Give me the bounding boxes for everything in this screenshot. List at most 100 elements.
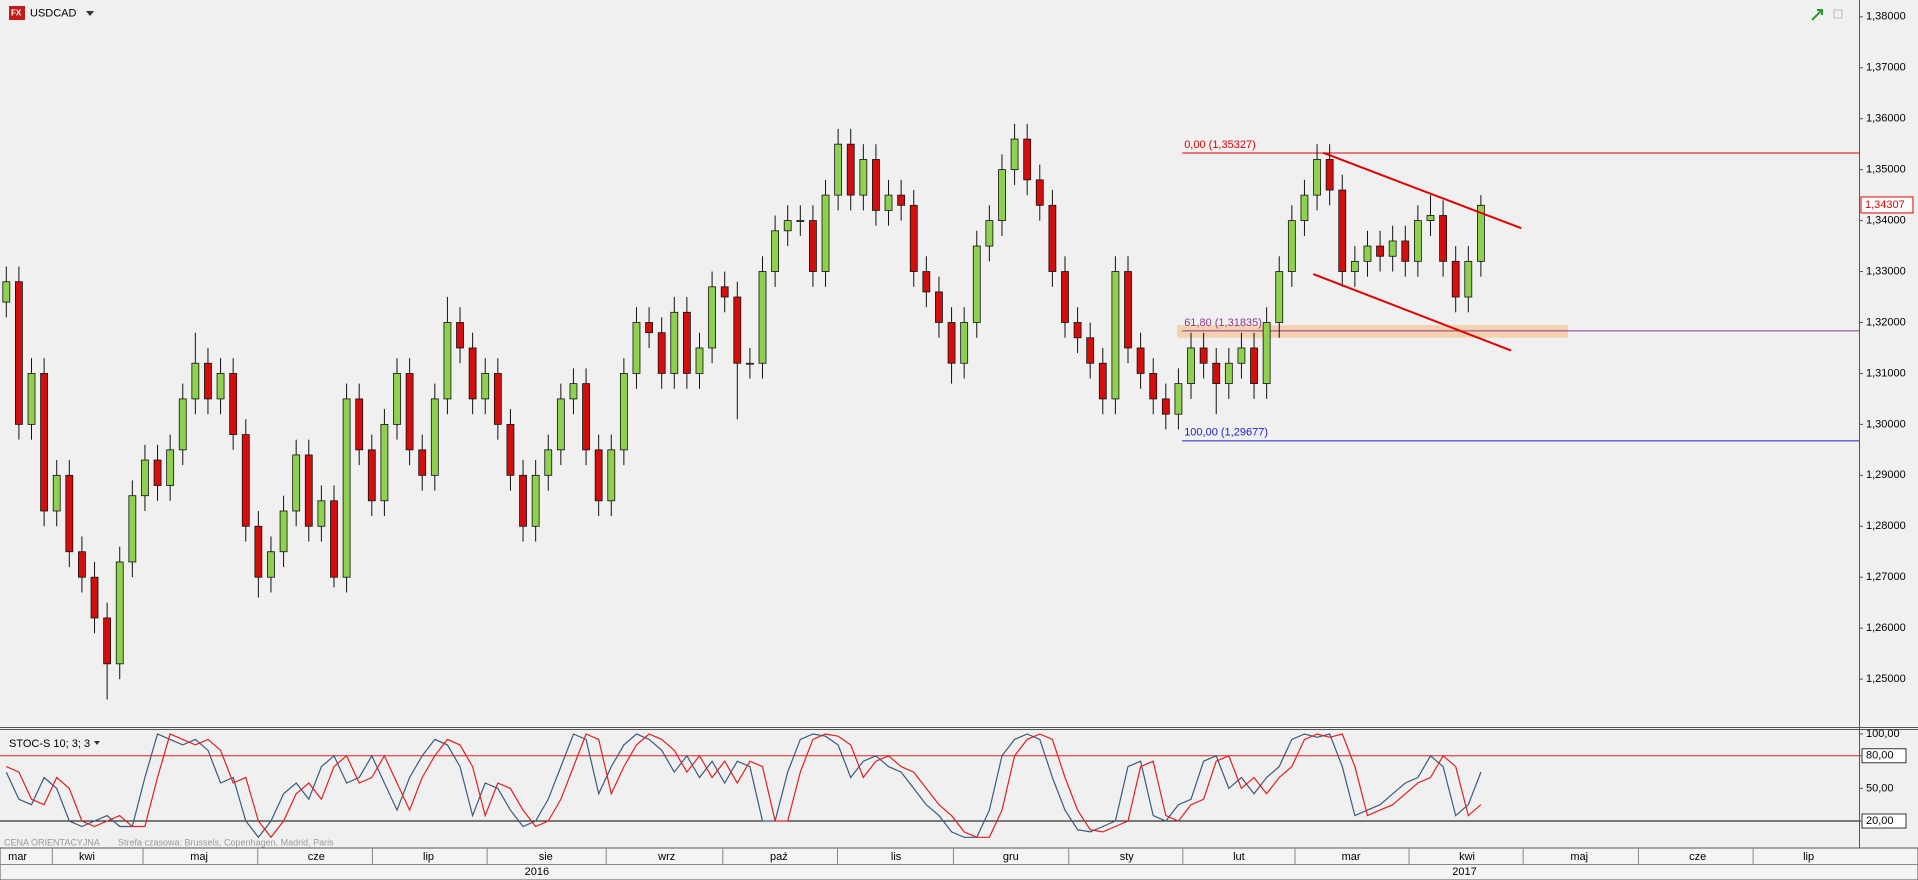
candle-body: [103, 617, 112, 665]
candle-body: [1325, 159, 1334, 191]
candle-body: [897, 194, 906, 206]
candle-body: [594, 449, 603, 502]
candle-body: [40, 373, 49, 512]
candle-body: [1338, 189, 1347, 272]
candle-body: [771, 230, 780, 272]
candle-body: [1187, 347, 1195, 385]
fib-label: 100,00 (1,29677): [1184, 427, 1268, 439]
candle-body: [935, 291, 943, 323]
fib-label: 61,80 (1,31835): [1184, 317, 1262, 329]
candle-body: [960, 322, 969, 364]
candle-body: [607, 449, 616, 502]
year-label: 2017: [1452, 866, 1476, 878]
candle-body: [909, 204, 918, 272]
x-tick-label: wrz: [657, 851, 675, 863]
y-tick-label: 100,00: [1866, 728, 1900, 740]
candle-body: [52, 474, 61, 512]
candle-body: [1023, 138, 1032, 181]
candle-body: [1275, 271, 1284, 323]
indicator-dropdown[interactable]: [94, 741, 100, 745]
candle-body: [128, 495, 137, 563]
candle-body: [544, 449, 553, 476]
candle-body: [65, 474, 74, 553]
candle-body: [569, 383, 578, 400]
indicator-title[interactable]: STOC-S 10; 3; 3: [9, 738, 90, 750]
last-price-box: [1860, 196, 1914, 214]
symbol-dropdown[interactable]: [86, 11, 94, 16]
x-tick-label: sty: [1120, 851, 1135, 863]
candle-body: [619, 373, 628, 451]
candle-body: [556, 398, 565, 451]
candle-body: [758, 271, 767, 364]
candle-body: [1161, 398, 1170, 415]
y-tick-label: 1,34000: [1866, 215, 1906, 227]
candle-body: [1300, 194, 1309, 221]
candle-body: [418, 449, 427, 476]
candle-body: [1048, 204, 1057, 272]
candle-body: [1250, 347, 1258, 385]
candle-body: [292, 454, 301, 512]
candle-body: [1313, 159, 1321, 196]
candle-body: [1451, 260, 1460, 298]
trend-icon[interactable]: [1811, 9, 1823, 21]
candle-body: [1124, 271, 1132, 349]
candle-body: [481, 373, 490, 400]
candle-body: [191, 362, 200, 400]
candle-body: [443, 322, 452, 400]
candle-body: [1224, 362, 1233, 385]
candle-body: [405, 373, 414, 451]
candle-body: [204, 362, 212, 400]
y-tick-label: 1,30000: [1866, 418, 1906, 430]
candle-body: [1426, 215, 1435, 221]
candle-body: [115, 561, 124, 665]
y-tick-label: 1,27000: [1866, 571, 1906, 583]
candle-body: [1111, 271, 1120, 400]
candle-body: [78, 551, 86, 578]
level-box: [1861, 748, 1907, 764]
candle-body: [166, 449, 175, 486]
y-tick-label: 1,33000: [1866, 265, 1906, 277]
candle-body: [1401, 240, 1410, 262]
candle-body: [657, 332, 666, 374]
candle-body: [1464, 260, 1473, 298]
y-tick-label: 1,31000: [1866, 367, 1906, 379]
candle-body: [393, 373, 401, 425]
x-tick-label: sie: [539, 851, 553, 863]
candle-body: [1098, 362, 1107, 400]
window-icon[interactable]: [1833, 9, 1843, 19]
footer-note: CENA ORIENTACYJNA: [4, 837, 100, 847]
fib-label: 0,00 (1,35327): [1184, 139, 1256, 151]
candle-body: [430, 398, 439, 476]
y-tick-label: 1,38000: [1866, 11, 1906, 23]
candle-body: [1073, 322, 1082, 339]
candle-body: [922, 271, 931, 293]
candle-body: [1363, 245, 1372, 262]
candle-body: [1350, 260, 1359, 272]
candle-body: [330, 500, 338, 578]
fx-icon[interactable]: [9, 6, 25, 20]
candle-body: [468, 347, 477, 400]
candle-body: [342, 398, 351, 578]
candle-body: [1199, 347, 1208, 364]
candle-body: [304, 454, 313, 527]
candle-body: [456, 322, 464, 349]
trend-line: [1322, 151, 1522, 230]
x-tick-label: lip: [1803, 851, 1814, 863]
candle-body: [355, 398, 364, 451]
candle-body: [216, 373, 225, 400]
candle-body: [733, 296, 742, 364]
candle-body: [380, 423, 389, 502]
symbol[interactable]: USDCAD: [30, 7, 77, 19]
candle-body: [1086, 337, 1095, 364]
x-tick-label: maj: [190, 851, 208, 863]
candle-body: [872, 159, 880, 211]
footer-note: Strefa czasowa: Brussels, Copenhagen, Ma…: [118, 837, 334, 847]
candle-body: [682, 311, 691, 374]
y-tick-label: 1,28000: [1866, 520, 1906, 532]
level-box: [1861, 813, 1907, 829]
x-tick-label: lut: [1233, 851, 1245, 863]
y-tick-label: 1,37000: [1866, 62, 1906, 74]
candle-body: [708, 286, 716, 349]
candle-body: [998, 169, 1006, 221]
